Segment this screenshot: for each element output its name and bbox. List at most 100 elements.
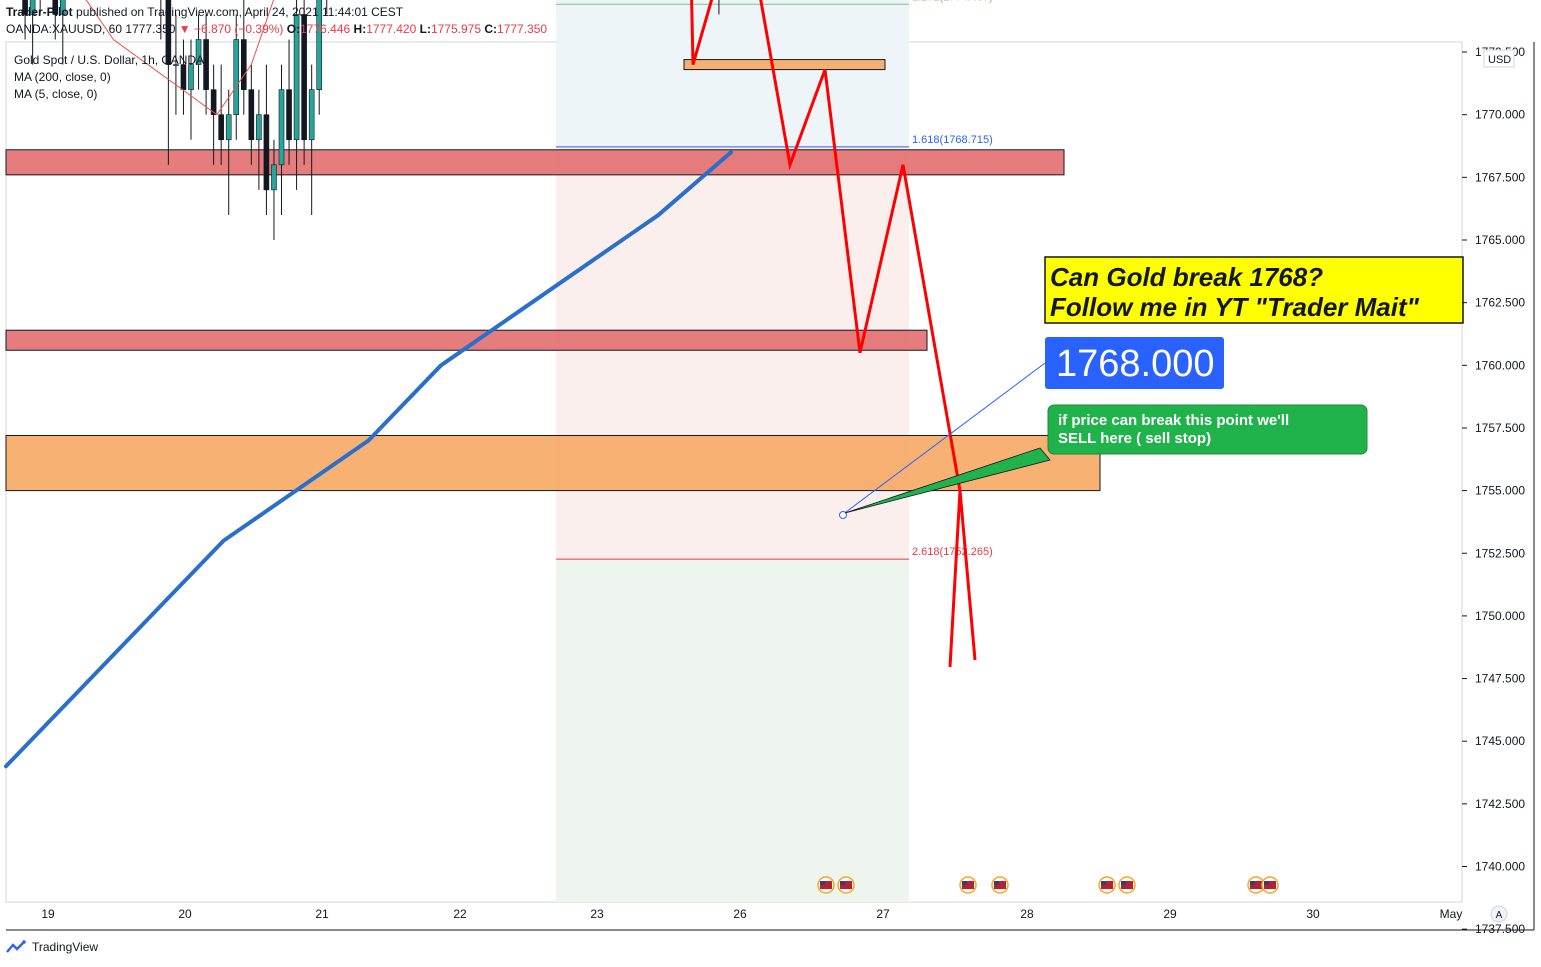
price-box-pointer: [841, 362, 1046, 516]
candle-29: [225, 89, 232, 215]
currency-tag: USD: [1488, 54, 1511, 66]
legend-ma200[interactable]: MA (200, close, 0): [14, 70, 111, 84]
candle-3: [29, 0, 36, 65]
auto-scale-icon: A: [1496, 910, 1503, 921]
tradingview-icon: [6, 940, 26, 953]
candle-body: [59, 0, 66, 15]
candle-25: [195, 14, 202, 90]
callout-line-1: Can Gold break 1768?: [1050, 262, 1323, 292]
forecast-path: [690, 0, 962, 491]
candle-36: [278, 64, 285, 215]
candle-body: [29, 0, 36, 15]
y-tick-label-1: 1740.000: [1475, 860, 1525, 874]
x-tick-label-9: 30: [1306, 907, 1320, 921]
event-flag-icon-5: [1118, 876, 1136, 894]
candle-body: [271, 164, 277, 191]
x-tick-label-8: 29: [1163, 907, 1177, 921]
fib-label-7: 1.618(1768.715): [912, 134, 993, 146]
candle-41: [316, 0, 323, 115]
zone-2: [5, 434, 1101, 492]
candle-body: [218, 114, 224, 141]
event-flag-stripes: [820, 881, 832, 889]
event-flag-canton: [840, 881, 845, 885]
legend-title[interactable]: Gold Spot / U.S. Dollar, 1h, OANDA: [14, 53, 205, 67]
candle-body: [278, 89, 285, 166]
fib-label-8: 2.618(1752.265): [912, 546, 993, 558]
x-tick-label-5: 26: [733, 907, 747, 921]
candle-32: [248, 64, 255, 165]
candle-31: [240, 0, 247, 115]
event-flag-canton: [1121, 881, 1126, 885]
note-line-2: SELL here ( sell stop): [1058, 430, 1211, 447]
close-label: C:: [484, 22, 498, 36]
legend-ma5[interactable]: MA (5, close, 0): [14, 87, 98, 101]
y-tick-label-6: 1752.500: [1475, 546, 1525, 560]
candle-body: [180, 64, 187, 90]
event-flag-icon-1: [837, 876, 855, 894]
note-box: if price can break this point we'llSELL …: [844, 404, 1368, 514]
candle-body: [293, 14, 300, 141]
x-tick-label-7: 28: [1020, 907, 1034, 921]
event-flag-canton: [1101, 881, 1106, 885]
high-label: H:: [353, 22, 367, 36]
callout-background: [1044, 256, 1464, 324]
x-tick-label-10: May: [1440, 907, 1463, 921]
change-value: −6.870 (−0.39%): [194, 22, 284, 36]
x-tick-label-0: 19: [41, 907, 55, 921]
event-flag-stripes: [962, 881, 974, 889]
ohlc-header: OANDA:XAUUSD, 60 1777.350 ▼ −6.870 (−0.3…: [6, 22, 547, 36]
event-flag-icon-3: [991, 876, 1009, 894]
y-tick-label-13: 1770.000: [1475, 108, 1525, 122]
tradingview-brand: TradingView: [32, 940, 99, 954]
event-flag-icon-7: [1261, 876, 1279, 894]
candle-30: [233, 14, 240, 140]
candle-body: [203, 39, 209, 90]
event-flag-icon-2: [959, 876, 977, 894]
event-flag-stripes: [1121, 881, 1133, 889]
tradingview-logo[interactable]: TradingView: [6, 940, 98, 954]
forecast-arrowhead: [948, 490, 977, 668]
candle-34: [263, 64, 270, 215]
y-tick-label-2: 1742.500: [1475, 797, 1525, 811]
high-value: 1777.420: [366, 22, 417, 36]
candle-body: [188, 64, 194, 90]
candle-24: [188, 39, 194, 140]
candle-6: [52, 0, 59, 40]
y-tick-label-0: 1737.500: [1475, 922, 1525, 936]
open-label: O:: [286, 22, 301, 36]
candle-body: [308, 89, 315, 141]
candle-body: [165, 0, 172, 65]
price-box-background: [1045, 337, 1224, 389]
y-tick-label-7: 1755.000: [1475, 484, 1525, 498]
note-line-1: if price can break this point we'll: [1058, 412, 1289, 429]
candle-body: [173, 64, 179, 66]
candle-body: [52, 0, 59, 15]
publisher-name[interactable]: Trader-Pilot: [6, 5, 73, 19]
note-pointer: [844, 447, 1051, 514]
event-flag-stripes: [1250, 881, 1262, 889]
candle-body: [256, 114, 262, 141]
currency-tag-box: [1483, 49, 1515, 68]
candle-body: [22, 0, 28, 15]
y-tick-label-3: 1745.000: [1475, 734, 1525, 748]
y-tick-label-4: 1747.500: [1475, 672, 1525, 686]
callout-line-2: Follow me in YT "Trader Mait": [1050, 292, 1420, 322]
x-tick-label-6: 27: [876, 907, 890, 921]
event-flag-icon-6: [1247, 876, 1265, 894]
y-tick-label-11: 1765.000: [1475, 233, 1525, 247]
y-tick-label-10: 1762.500: [1475, 296, 1525, 310]
y-tick-label-9: 1760.000: [1475, 358, 1525, 372]
callout-box: Can Gold break 1768?Follow me in YT "Tra…: [1044, 256, 1464, 324]
event-flag-stripes: [1264, 881, 1276, 889]
candle-body: [263, 114, 270, 191]
publish-header: Trader-Pilot published on TradingView.co…: [6, 5, 403, 19]
event-flag-canton: [1250, 881, 1255, 885]
candle-7: [59, 0, 66, 65]
candle-40: [308, 64, 315, 215]
candle-2: [22, 0, 28, 40]
auto-scale-button: [1490, 905, 1508, 923]
event-flag-canton: [1264, 881, 1269, 885]
close-value: 1777.350: [497, 22, 548, 36]
x-tick-label-3: 22: [453, 907, 467, 921]
